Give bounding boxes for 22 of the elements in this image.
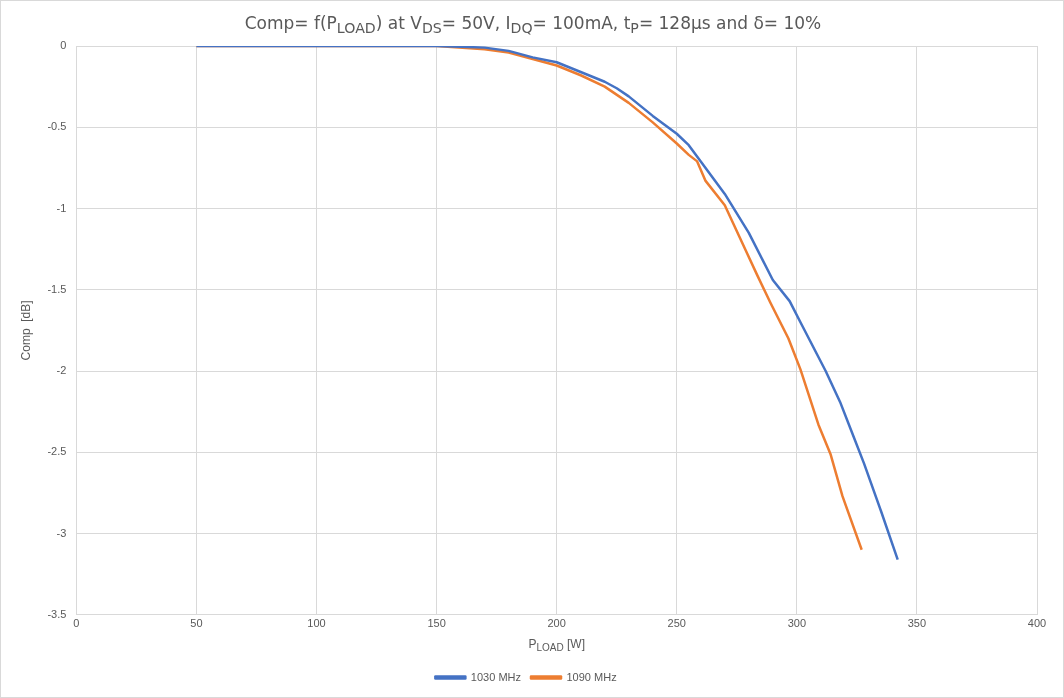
x-tick-label: 250 [667, 617, 686, 630]
y-tick-label: -1 [56, 201, 67, 214]
x-tick-label: 150 [427, 617, 446, 630]
x-tick-label: 50 [190, 617, 203, 630]
y-tick-label: -1.5 [47, 282, 67, 295]
x-tick-label: 300 [787, 617, 807, 630]
chart-title: Comp= f(P$_{LOAD}$) at V$_{DS}$= 50V, I$_{DQ}$= 100mA, t$_{P}$= 128µs and δ= 10% [244, 13, 822, 37]
x-tick-label: 100 [307, 617, 326, 630]
x-tick-label: 350 [907, 617, 927, 630]
legend-label: 1090 MHz [566, 670, 617, 683]
y-axis-title: Comp [dB] [18, 300, 33, 361]
y-tick-label: -3 [56, 526, 67, 539]
x-tick-label: 400 [1027, 617, 1047, 630]
y-tick-label: -0.5 [47, 120, 67, 133]
x-tick-label: 0 [73, 617, 80, 630]
y-tick-label: -2.5 [47, 445, 67, 458]
x-axis-title: P$_{LOAD}$ [W] [528, 636, 585, 654]
y-tick-label: -2 [56, 364, 67, 377]
legend-label: 1030 MHz [470, 670, 522, 683]
y-tick-label: -3.5 [47, 607, 67, 620]
x-tick-label: 200 [547, 617, 566, 630]
y-tick-label: 0 [60, 39, 67, 52]
